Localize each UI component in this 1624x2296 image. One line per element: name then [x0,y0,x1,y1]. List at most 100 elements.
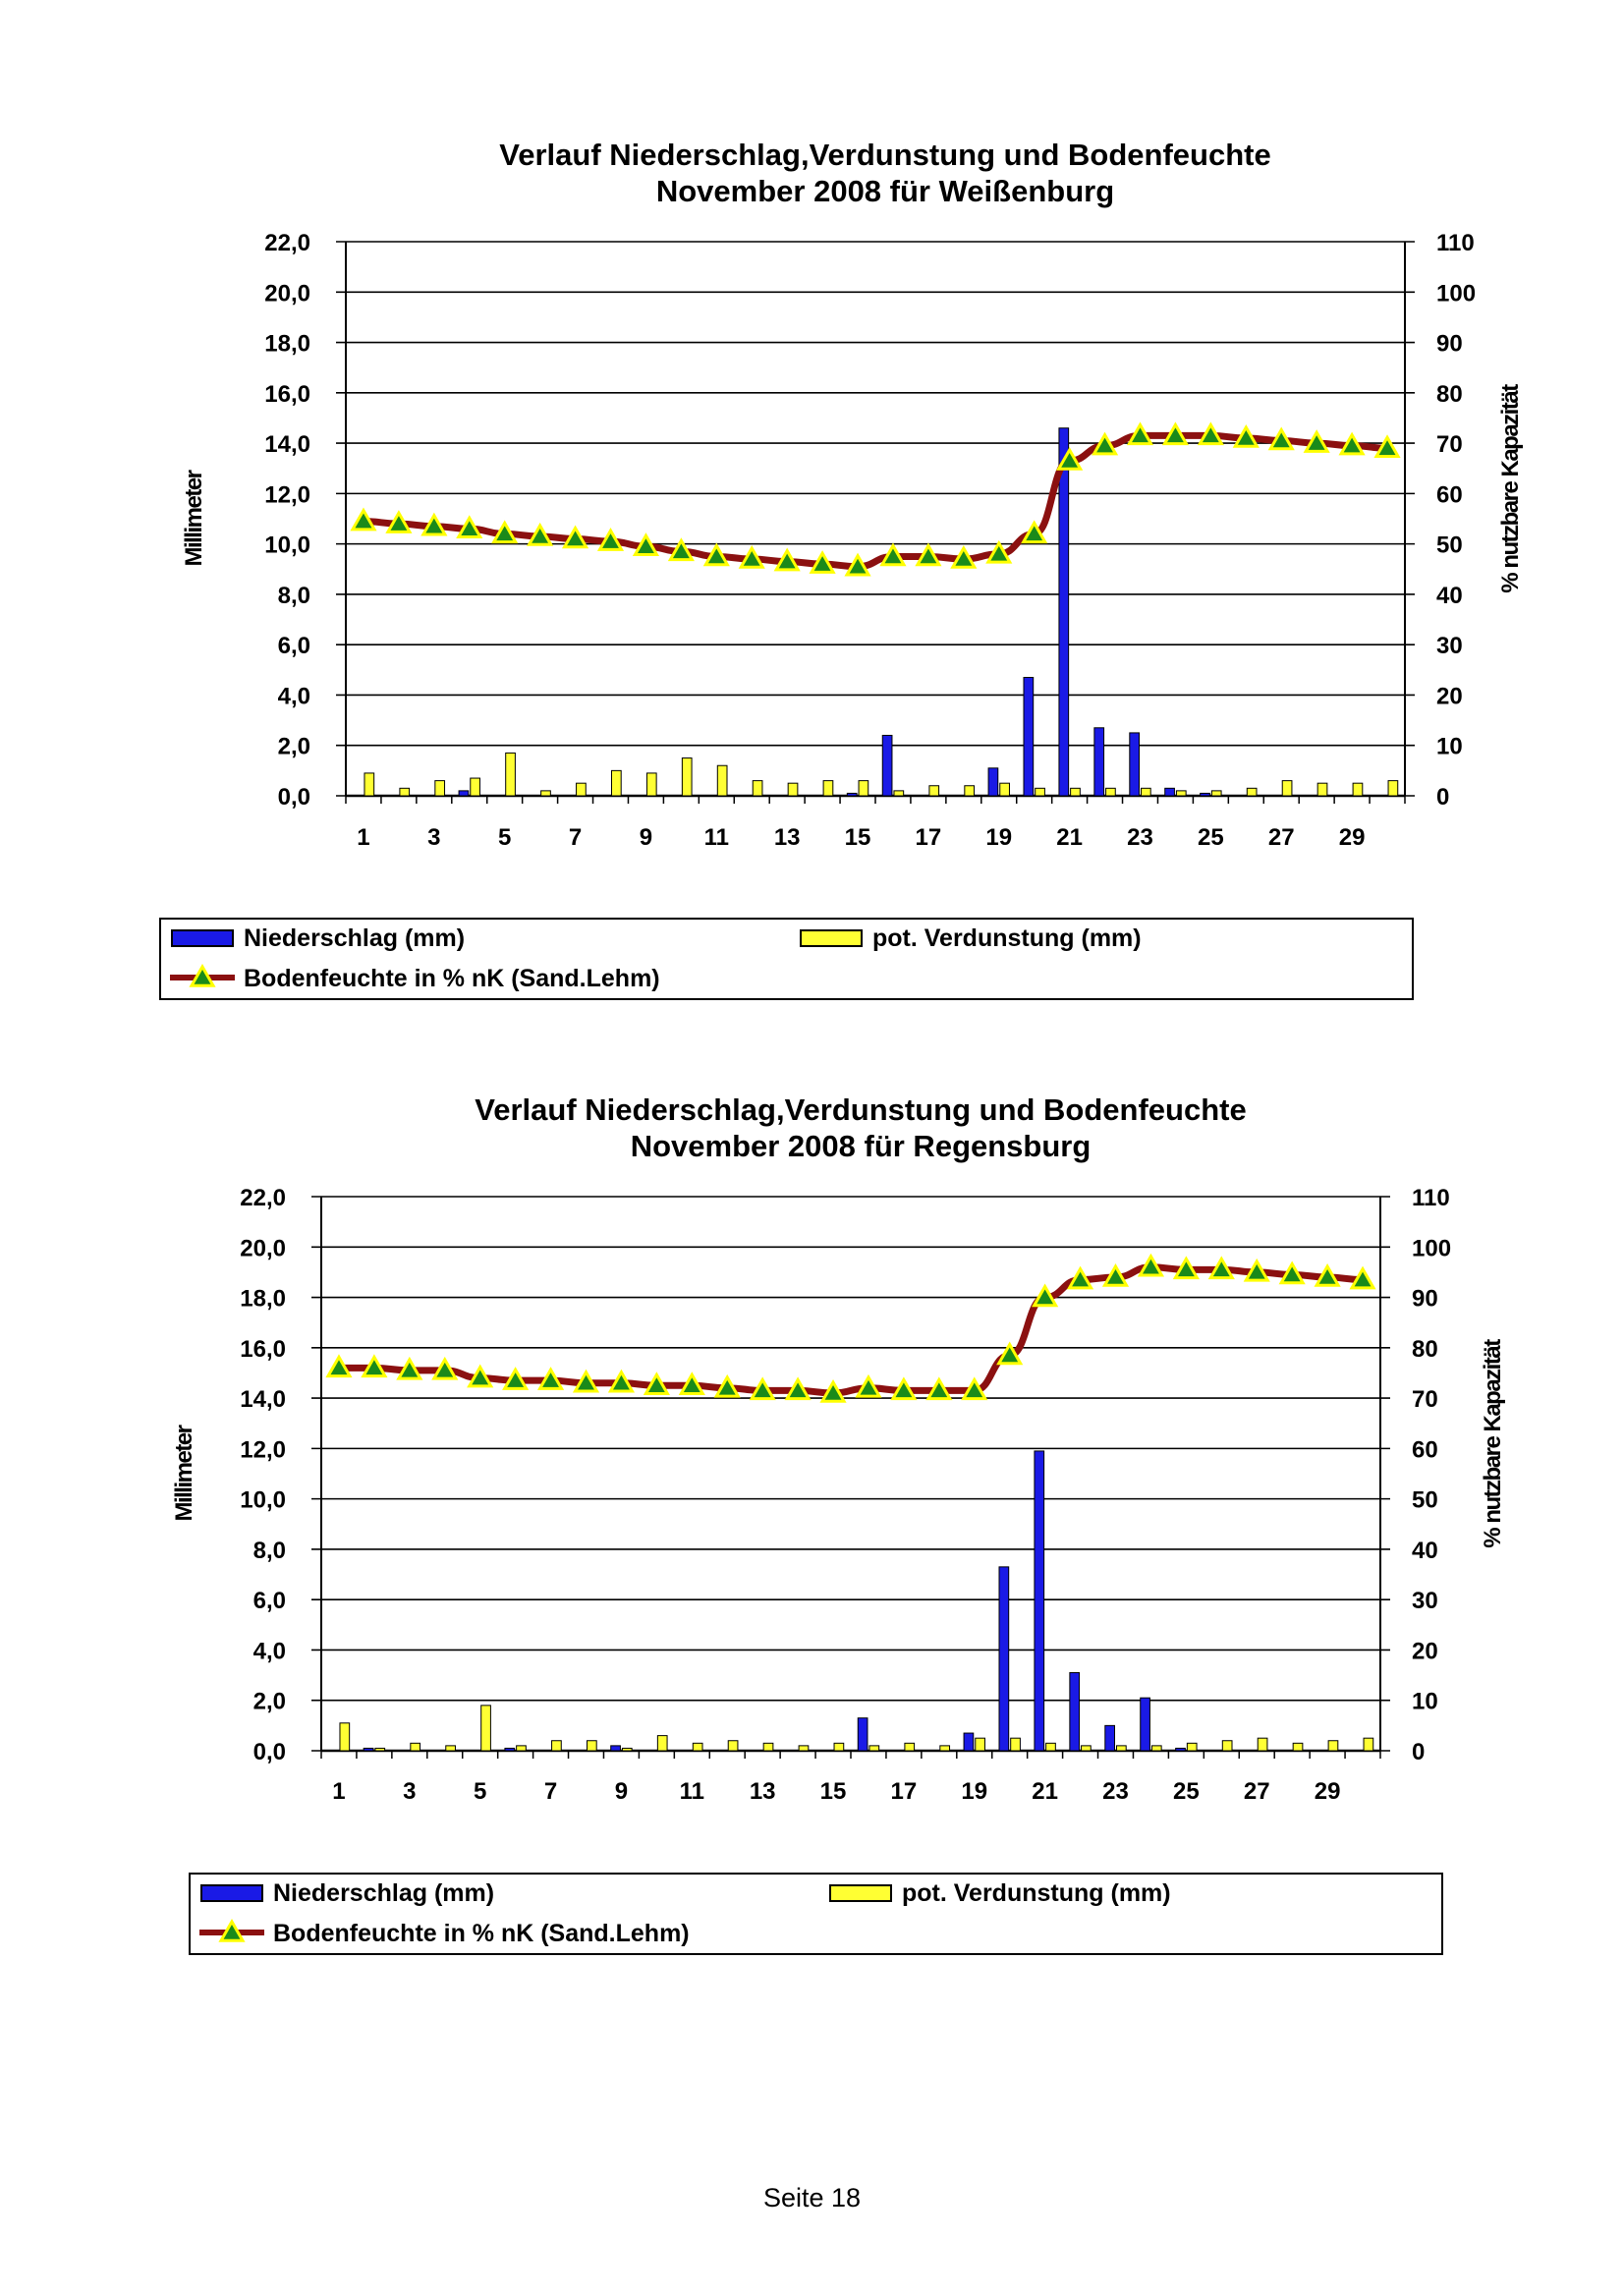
y2-tick-label: 70 [1412,1386,1438,1413]
page-footer: Seite 18 [762,2183,862,2212]
bar-verdunstung [833,1742,845,1752]
marker-bodenfeuchte [1207,1256,1235,1280]
marker-bodenfeuchte [467,1364,494,1388]
bar-verdunstung [692,1742,703,1752]
marker-bodenfeuchte [1137,1253,1165,1277]
y-tick-label: 14,0 [264,431,310,458]
bar-verdunstung [374,1747,386,1752]
bar-verdunstung [904,1742,916,1752]
marker-bodenfeuchte [1232,423,1260,448]
x-tick-label: 1 [357,824,369,851]
legend-box [159,918,1414,1000]
y2-tick-label: 30 [1412,1588,1438,1614]
marker-bodenfeuchte [1032,1283,1059,1308]
x-tick-label: 25 [1198,824,1224,851]
bar-verdunstung [1010,1737,1021,1752]
marker-bodenfeuchte [702,542,730,567]
marker-bodenfeuchte [1243,1258,1270,1282]
marker-bodenfeuchte [1172,1256,1200,1280]
marker-bodenfeuchte [855,1373,882,1398]
x-tick-label: 9 [615,1778,628,1805]
bar-niederschlag [881,734,893,797]
y2-tick-label: 90 [1412,1286,1438,1313]
y-tick-label: 20,0 [264,280,310,307]
y2-tick-label: 100 [1412,1235,1451,1261]
marker-bodenfeuchte [950,544,978,569]
x-tick-label: 23 [1102,1778,1129,1805]
marker-bodenfeuchte [784,1376,812,1401]
marker-bodenfeuchte [643,1372,670,1396]
y2-tick-label: 20 [1412,1638,1438,1664]
marker-bodenfeuchte [1349,1265,1376,1290]
marker-bodenfeuchte [385,510,413,533]
bar-verdunstung [1221,1740,1233,1752]
bar-verdunstung [787,782,799,797]
marker-bodenfeuchte [819,1378,847,1403]
x-tick-label: 9 [640,824,652,851]
chart-subtitle: November 2008 für Regensburg [631,1129,1092,1163]
marker-bodenfeuchte [915,542,942,567]
legend-marker-bodenfeuchte [218,1918,246,1942]
bar-verdunstung [858,780,869,797]
x-tick-label: 11 [704,824,729,851]
y-tick-label: 16,0 [240,1336,286,1363]
legend-label-bodenfeuchte: Bodenfeuchte in % nK (Sand.Lehm) [273,1920,690,1947]
bar-niederschlag [998,1566,1010,1752]
marker-bodenfeuchte [844,552,871,577]
bar-verdunstung [364,772,375,797]
chart-title: Verlauf Niederschlag,Verdunstung und Bod… [475,1092,1246,1127]
marker-bodenfeuchte [749,1376,776,1401]
bar-niederschlag [610,1745,621,1752]
marker-bodenfeuchte [678,1372,705,1396]
bar-verdunstung [1175,790,1187,797]
x-tick-label: 13 [750,1778,776,1805]
marker-bodenfeuchte [1021,520,1048,544]
y-tick-label: 22,0 [240,1185,286,1211]
x-tick-label: 29 [1339,824,1366,851]
y-tick-label: 4,0 [278,683,310,709]
marker-bodenfeuchte [1278,1260,1306,1285]
bar-niederschlag [1093,727,1105,797]
bar-niederschlag [1140,1697,1150,1752]
marker-bodenfeuchte [773,547,801,572]
line-bodenfeuchte [338,1263,1364,1397]
y-tick-label: 14,0 [240,1386,286,1413]
y-tick-label: 16,0 [264,381,310,408]
bar-verdunstung [470,777,480,797]
legend-swatch-niederschlag [171,929,234,947]
bar-verdunstung [611,769,622,797]
bar-verdunstung [1387,780,1399,797]
bar-niederschlag [1104,1724,1115,1752]
marker-bodenfeuchte [491,520,519,544]
chart-regensburg: Verlauf Niederschlag,Verdunstung und Bod… [171,1092,1506,1955]
y-tick-label: 10,0 [240,1487,286,1514]
bar-verdunstung [1035,787,1045,797]
bar-niederschlag [1175,1747,1186,1752]
y-tick-label: 6,0 [278,633,310,659]
legend-label-bodenfeuchte: Bodenfeuchte in % nK (Sand.Lehm) [244,965,660,992]
y-tick-label: 12,0 [240,1436,286,1463]
bar-verdunstung [1316,782,1328,797]
bar-verdunstung [1105,787,1116,797]
marker-bodenfeuchte [1091,431,1119,456]
x-tick-label: 11 [680,1778,704,1805]
y2-tick-label: 80 [1412,1336,1438,1363]
marker-bodenfeuchte [1338,431,1366,456]
bar-verdunstung [928,785,940,797]
y-tick-label: 20,0 [240,1235,286,1261]
y2-tick-label: 80 [1436,381,1463,408]
bar-verdunstung [576,782,587,797]
y-tick-label: 12,0 [264,481,310,508]
x-tick-label: 29 [1315,1778,1341,1805]
bar-verdunstung [1210,790,1222,797]
y2-tick-label: 50 [1412,1487,1438,1514]
y2-tick-label: 20 [1436,683,1463,709]
bar-verdunstung [798,1745,810,1752]
legend-swatch-niederschlag [200,1884,263,1902]
y2-tick-label: 10 [1412,1689,1438,1715]
legend-label-niederschlag: Niederschlag (mm) [273,1879,494,1907]
marker-bodenfeuchte [1126,421,1154,446]
y-tick-label: 0,0 [253,1739,286,1765]
y-tick-label: 6,0 [253,1588,286,1614]
bar-verdunstung [752,780,763,797]
